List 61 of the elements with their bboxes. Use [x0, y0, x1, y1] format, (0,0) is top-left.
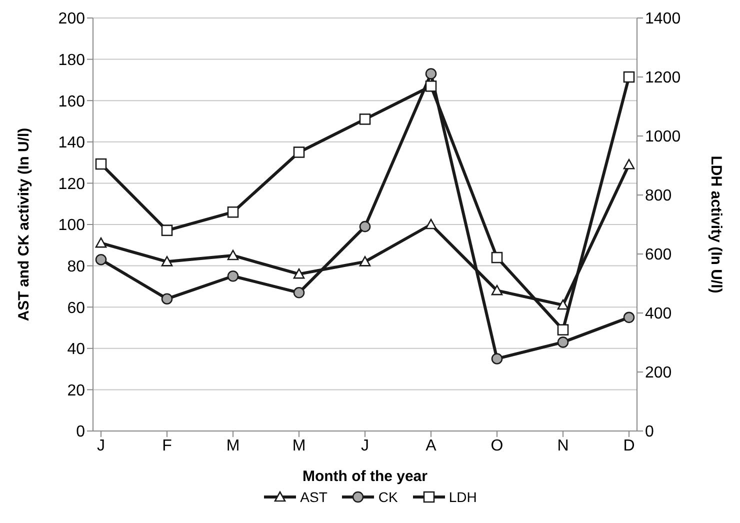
y-tick-label: 180 — [58, 52, 86, 69]
point — [227, 250, 239, 260]
point — [161, 256, 173, 266]
point — [623, 71, 635, 83]
point — [557, 299, 569, 310]
y2-tick-label: 600 — [645, 246, 672, 264]
point — [95, 158, 107, 170]
y2-tick-label: 1200 — [645, 70, 681, 87]
x-tick-label: J — [361, 437, 369, 454]
point — [425, 218, 437, 230]
y-tick-label: 200 — [58, 10, 86, 28]
y2-tick-label: 0 — [645, 424, 654, 441]
x-axis-title: Month of the year — [302, 468, 428, 485]
y2-tick-label: 800 — [645, 188, 672, 205]
point — [557, 324, 569, 336]
legend-label: LDH — [448, 489, 477, 505]
y2-tick-label: 1400 — [645, 10, 681, 28]
y-tick-label: 20 — [67, 382, 86, 400]
point — [293, 268, 305, 279]
point — [623, 312, 635, 324]
point — [293, 146, 305, 158]
point — [227, 270, 239, 282]
point — [491, 353, 503, 364]
point — [359, 220, 371, 232]
point — [425, 68, 437, 80]
point — [293, 286, 305, 298]
legend-label: AST — [300, 489, 328, 505]
point — [95, 254, 107, 266]
point — [359, 114, 371, 125]
x-tick-label: J — [97, 437, 105, 454]
point — [227, 206, 239, 218]
x-tick-label: O — [490, 437, 504, 454]
y2-tick-label: 400 — [645, 306, 672, 323]
point — [623, 158, 635, 170]
x-tick-label: M — [226, 437, 240, 454]
y-tick-label: 40 — [67, 341, 86, 358]
y2-axis-title: LDH activity (In U/l) — [708, 156, 725, 294]
point — [557, 336, 569, 348]
point — [425, 80, 437, 92]
y-axis-title: AST and CK activity (In U/l) — [15, 128, 32, 322]
point — [359, 256, 371, 266]
point — [95, 237, 107, 248]
x-tick-label: M — [292, 437, 306, 454]
y-tick-label: 160 — [58, 93, 86, 110]
point — [491, 252, 503, 264]
y-tick-label: 80 — [67, 258, 86, 276]
y2-tick-label: 1000 — [645, 128, 681, 146]
y2-tick-label: 200 — [645, 364, 672, 382]
x-tick-label: A — [426, 437, 437, 454]
x-tick-label: F — [162, 437, 172, 454]
y-tick-label: 100 — [58, 217, 86, 234]
point — [491, 284, 503, 296]
x-tick-label: N — [557, 437, 569, 454]
point — [161, 293, 173, 304]
legend-label: CK — [378, 489, 398, 505]
y-tick-label: 120 — [58, 176, 86, 193]
point — [161, 224, 173, 236]
x-tick-label: D — [623, 437, 635, 454]
y-tick-label: 140 — [58, 134, 86, 152]
y-tick-label: 60 — [67, 300, 86, 317]
y-tick-label: 0 — [76, 424, 86, 441]
